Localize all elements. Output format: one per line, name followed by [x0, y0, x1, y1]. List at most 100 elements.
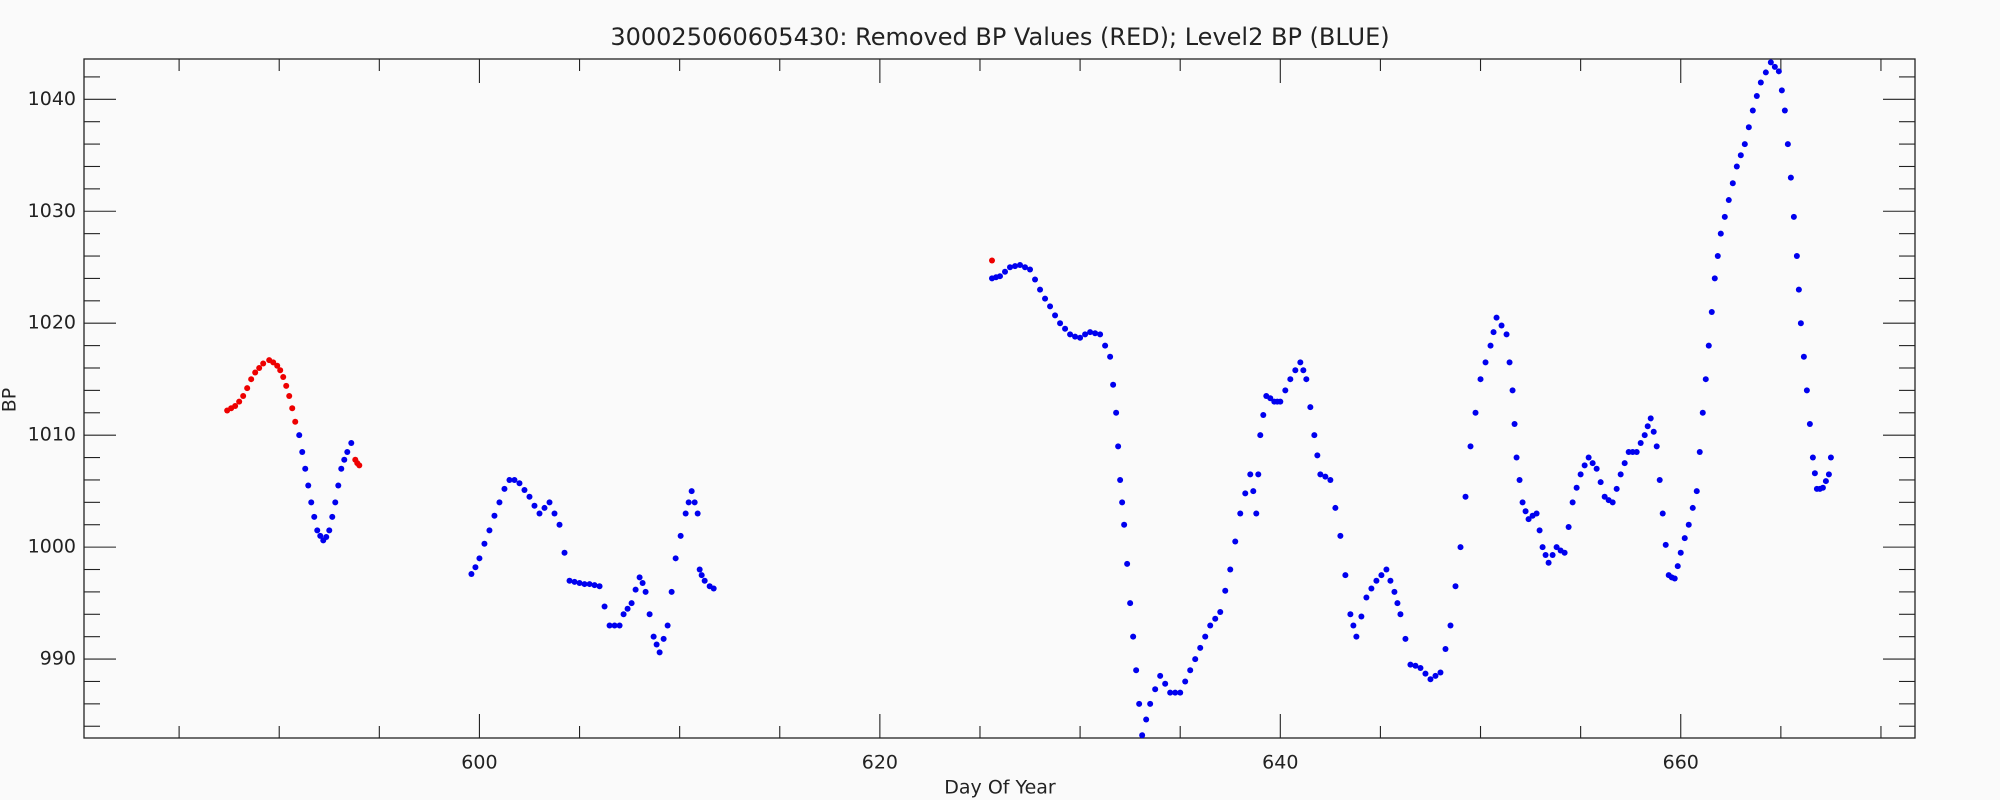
data-point — [596, 583, 603, 590]
data-point — [1119, 499, 1126, 506]
data-point — [1255, 471, 1262, 478]
data-point — [566, 577, 573, 584]
data-point — [601, 603, 608, 610]
data-point — [1402, 635, 1409, 642]
data-point — [672, 555, 679, 562]
data-point — [1032, 276, 1039, 283]
data-point — [1072, 333, 1079, 340]
data-point — [1282, 387, 1289, 394]
data-point — [1506, 359, 1513, 366]
data-point — [1581, 462, 1588, 469]
data-point — [1353, 633, 1360, 640]
data-point — [526, 493, 533, 500]
data-point — [1407, 661, 1414, 668]
data-point — [1573, 484, 1580, 491]
data-point — [653, 641, 660, 648]
data-point — [1242, 490, 1249, 497]
data-point — [636, 574, 643, 581]
data-point — [1762, 69, 1769, 76]
y-tick-label: 1020 — [28, 312, 76, 334]
data-point — [581, 581, 588, 588]
data-point — [1699, 409, 1706, 416]
data-point — [1462, 493, 1469, 500]
data-point — [476, 555, 483, 562]
data-point — [541, 504, 548, 511]
data-point — [561, 549, 568, 556]
data-point — [1749, 107, 1756, 114]
data-point — [1650, 428, 1657, 435]
data-point — [551, 510, 558, 517]
data-point — [1800, 353, 1807, 360]
data-point — [1172, 689, 1179, 696]
data-point — [1653, 443, 1660, 450]
data-point — [1147, 700, 1154, 707]
data-point — [1585, 454, 1592, 461]
data-point — [1745, 124, 1752, 131]
data-point — [1714, 253, 1721, 260]
data-point — [511, 476, 518, 483]
data-point — [1113, 409, 1120, 416]
data-point — [1793, 253, 1800, 260]
data-point — [546, 499, 553, 506]
data-point — [710, 585, 717, 592]
data-point — [1437, 669, 1444, 676]
data-point — [1725, 197, 1732, 204]
data-point — [606, 622, 613, 629]
data-point — [682, 510, 689, 517]
data-point — [1157, 672, 1164, 679]
data-point — [1705, 342, 1712, 349]
data-point — [1397, 611, 1404, 618]
data-point — [1647, 415, 1654, 422]
data-point — [338, 465, 345, 472]
data-point — [624, 605, 631, 612]
x-tick-label: 600 — [461, 752, 497, 774]
data-point — [1057, 320, 1064, 327]
data-point — [1012, 263, 1019, 270]
data-point — [1253, 510, 1260, 517]
data-point — [1121, 521, 1128, 528]
data-point — [302, 465, 309, 472]
data-point — [1685, 521, 1692, 528]
data-point — [1037, 286, 1044, 293]
data-point — [1545, 559, 1552, 566]
data-point — [1383, 566, 1390, 573]
data-point — [632, 586, 639, 593]
data-point — [1539, 544, 1546, 551]
data-point — [628, 600, 635, 607]
data-point — [299, 448, 306, 455]
data-point — [468, 570, 475, 577]
data-point — [335, 482, 342, 489]
data-point — [1373, 577, 1380, 584]
data-point — [1790, 213, 1797, 220]
data-point — [1711, 275, 1718, 282]
data-point — [1825, 471, 1832, 478]
data-point — [1311, 432, 1318, 439]
data-point — [1542, 551, 1549, 558]
data-point — [289, 405, 296, 412]
data-point — [1227, 566, 1234, 573]
data-point — [1457, 544, 1464, 551]
data-point — [1771, 63, 1778, 70]
data-point — [1593, 465, 1600, 472]
data-point — [1644, 423, 1651, 430]
data-point — [620, 611, 627, 618]
data-point — [1143, 716, 1150, 723]
data-point — [1077, 334, 1084, 341]
data-point — [1363, 594, 1370, 601]
data-point — [1737, 152, 1744, 159]
data-point — [1378, 572, 1385, 579]
data-point — [1767, 59, 1774, 66]
data-point — [1503, 331, 1510, 338]
data-point — [1689, 504, 1696, 511]
data-point — [1332, 504, 1339, 511]
data-point — [481, 540, 488, 547]
data-point — [1509, 387, 1516, 394]
data-point — [248, 376, 255, 383]
data-point — [1247, 471, 1254, 478]
data-point — [1822, 478, 1829, 485]
chart-title: 300025060605430: Removed BP Values (RED)… — [610, 23, 1389, 51]
data-point — [1192, 656, 1199, 663]
data-point — [1102, 342, 1109, 349]
data-point — [1391, 588, 1398, 595]
data-point — [1781, 107, 1788, 114]
